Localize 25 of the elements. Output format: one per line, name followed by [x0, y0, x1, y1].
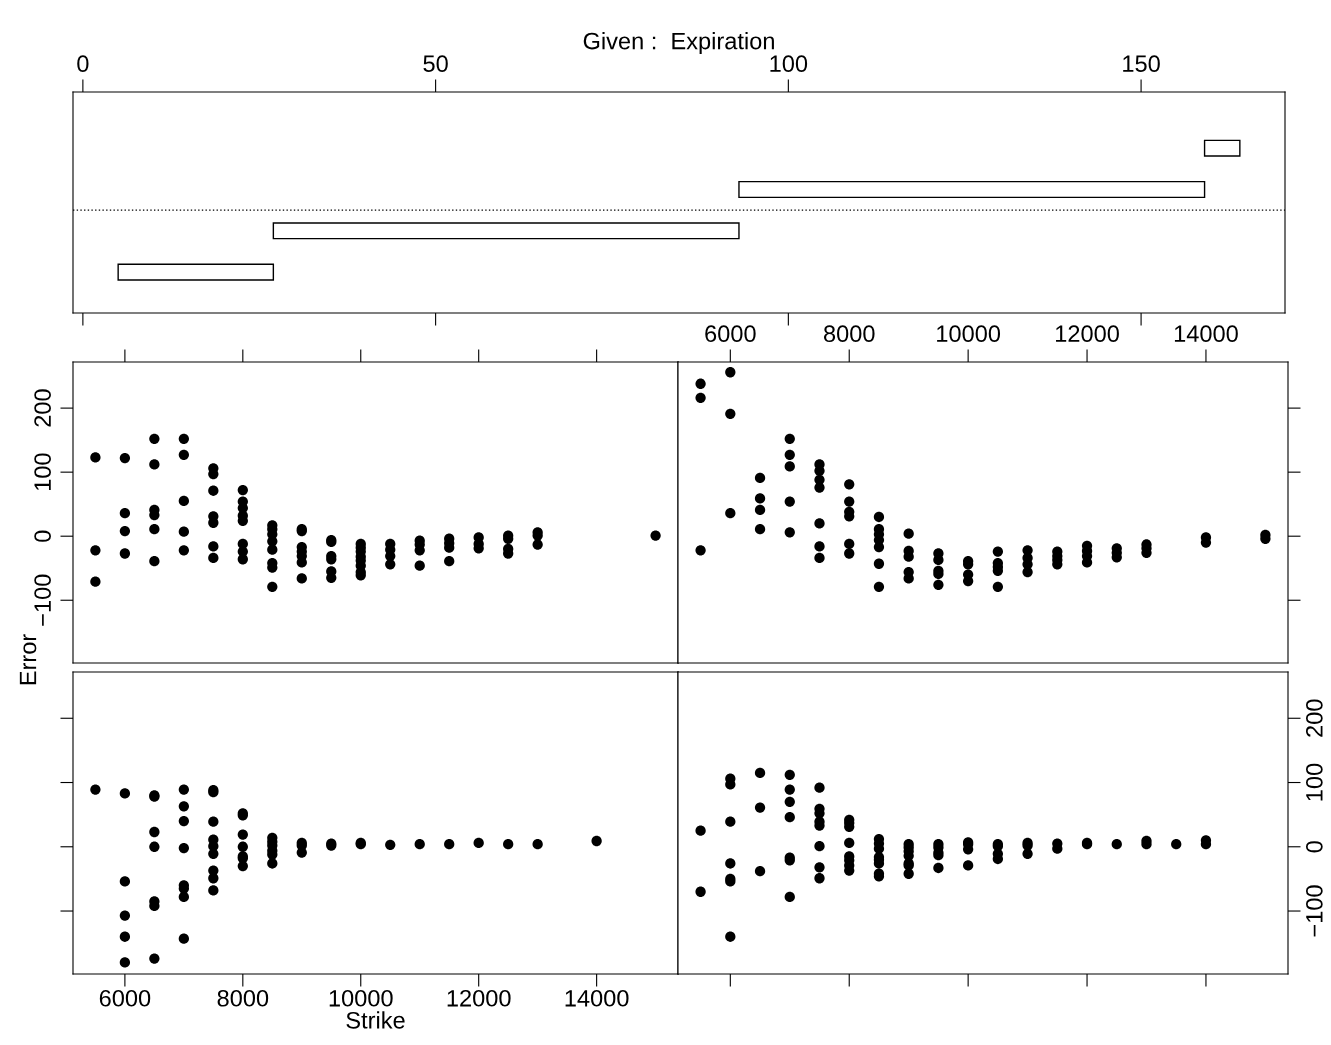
y-tick-label: 100 [34, 453, 51, 491]
y-tick-label: −100 [1305, 885, 1323, 937]
x-tick-label: 8000 [217, 989, 269, 1007]
x-tick-label: 14000 [565, 989, 629, 1007]
y-tick-label: 200 [1305, 699, 1323, 737]
x-axis-title: Given : Expiration [583, 32, 774, 55]
x-tick-label: 10000 [937, 325, 1001, 343]
y-tick-label: 0 [34, 530, 51, 542]
x-tick-label: 14000 [1174, 325, 1238, 343]
x-tick-label: 12000 [447, 989, 511, 1007]
y-tick-label: −100 [34, 574, 51, 626]
x-tick-label: 0 [77, 55, 89, 73]
y-tick-label: 200 [34, 389, 51, 427]
x-tick-label: 12000 [1056, 325, 1119, 343]
y-tick-label: 100 [1305, 763, 1323, 801]
x-tick-label: 100 [770, 55, 808, 73]
y-tick-label: 0 [1305, 841, 1323, 853]
x-tick-label: 10000 [329, 989, 393, 1007]
x-tick-label: 50 [423, 55, 448, 73]
x-tick-label: 8000 [823, 325, 875, 343]
x-axis-title: Strike [346, 1011, 405, 1029]
y-axis-title: Error [19, 634, 37, 685]
x-tick-label: 150 [1123, 55, 1160, 73]
x-tick-label: 6000 [99, 989, 151, 1007]
x-tick-label: 6000 [705, 325, 756, 343]
